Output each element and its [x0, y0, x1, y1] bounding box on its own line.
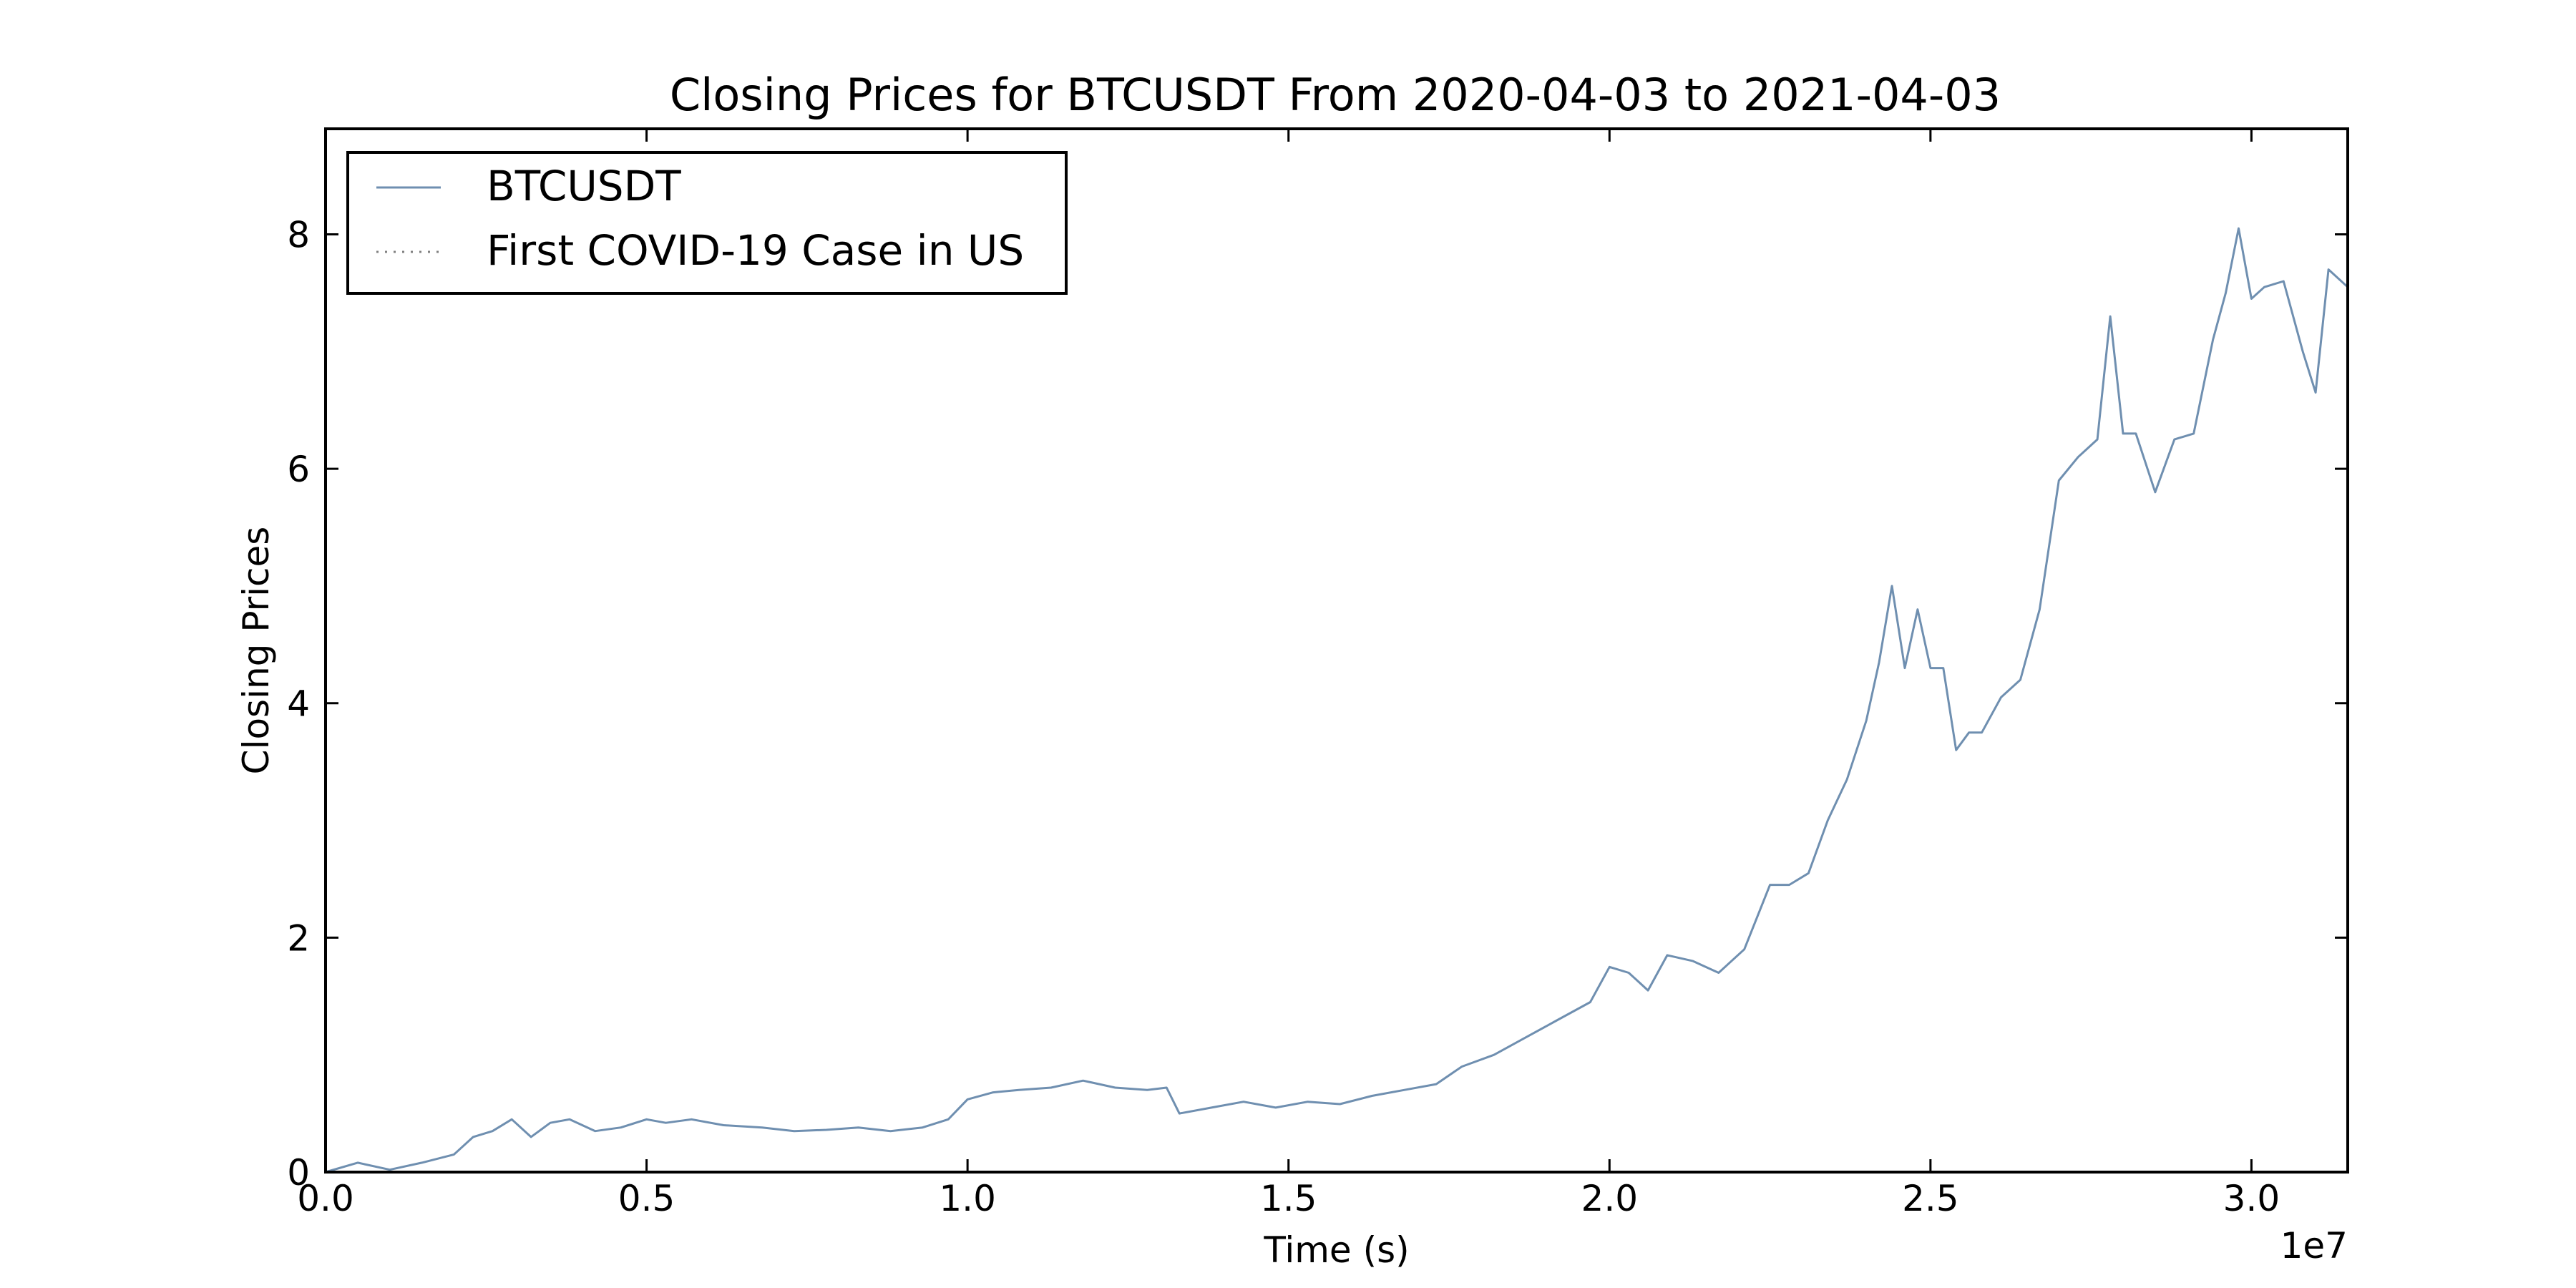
y-tick-label: 6	[287, 449, 310, 490]
x-axis-offset-label: 1e7	[2280, 1225, 2348, 1267]
legend: BTCUSDT First COVID-19 Case in US	[346, 151, 1068, 295]
y-tick-label: 8	[287, 214, 310, 255]
y-axis-label: Closing Prices	[235, 527, 277, 775]
x-tick-label: 2.0	[1581, 1178, 1639, 1219]
series-layer	[325, 227, 2349, 1174]
axes-frame	[324, 127, 2349, 1174]
x-axis-label: Time (s)	[1263, 1229, 1409, 1271]
plot-area	[324, 127, 2349, 1174]
legend-box	[346, 151, 1068, 295]
x-tick-label: 0.5	[618, 1178, 675, 1219]
x-tick-label: 2.5	[1902, 1178, 1959, 1219]
x-tick-label: 1.0	[939, 1178, 996, 1219]
legend-label-btcusdt: BTCUSDT	[487, 162, 681, 210]
y-tick-label: 2	[287, 917, 310, 959]
legend-label-first-covid-case: First COVID-19 Case in US	[487, 226, 1024, 275]
x-axis-ticks: 0.0 0.5 1.0 1.5 2.0 2.5 3.0	[297, 129, 2280, 1219]
x-tick-label: 3.0	[2223, 1178, 2280, 1219]
y-tick-label: 4	[287, 683, 310, 725]
chart-title: Closing Prices for BTCUSDT From 2020-04-…	[670, 69, 2001, 121]
series-line-btcusdt	[325, 227, 2349, 1174]
y-tick-label: 0	[287, 1152, 310, 1194]
y-axis-ticks: 0 2 4 6 8	[287, 214, 2348, 1194]
x-tick-label: 1.5	[1260, 1178, 1317, 1219]
x-tick-label: 0.0	[297, 1178, 354, 1219]
